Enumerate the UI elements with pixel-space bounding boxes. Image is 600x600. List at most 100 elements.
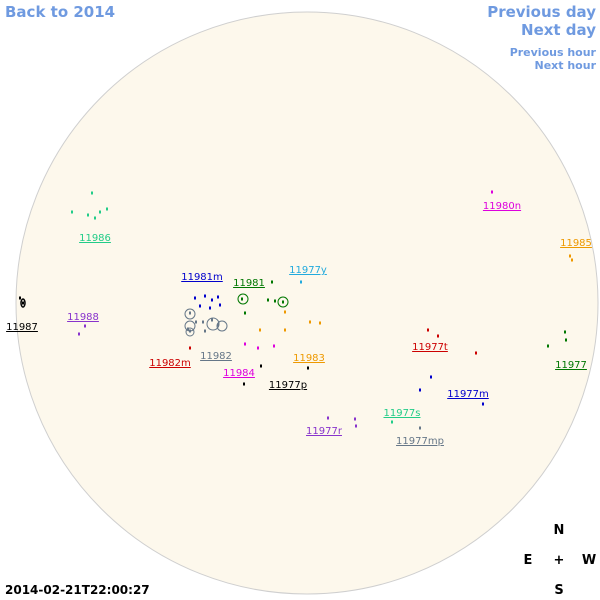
sunspots	[19, 190, 573, 430]
previous-day-link[interactable]: Previous day	[487, 3, 596, 21]
sunspot	[209, 306, 211, 310]
region-label[interactable]: 11984	[223, 368, 255, 379]
sunspot	[199, 304, 201, 308]
timestamp: 2014-02-21T22:00:27	[5, 583, 150, 597]
sunspot	[274, 299, 276, 303]
region-label[interactable]: 11983	[293, 353, 325, 364]
compass-west: W	[582, 553, 596, 568]
sunspot	[571, 258, 573, 262]
sunspot	[22, 301, 24, 305]
sunspot	[211, 318, 213, 322]
sunspot	[84, 324, 86, 328]
spot-outline	[184, 320, 196, 332]
region-label[interactable]: 11977p	[269, 380, 307, 391]
spot-outline	[277, 296, 289, 308]
sunspot	[491, 190, 493, 194]
sunspot	[284, 310, 286, 314]
sunspot	[419, 388, 421, 392]
sunspot	[189, 311, 191, 315]
sunspot	[355, 424, 357, 428]
sunspot	[430, 375, 432, 379]
sunspot	[259, 328, 261, 332]
region-labels: 11986 11981m 11981 11977y 11988 11987 11982m 11…	[6, 201, 592, 447]
region-label[interactable]: 11977m	[447, 389, 489, 400]
next-day-link[interactable]: Next day	[521, 21, 596, 39]
sunspot	[260, 364, 262, 368]
sunspot	[217, 295, 219, 299]
sunspot	[194, 296, 196, 300]
region-label[interactable]: 11986	[79, 233, 111, 244]
sunspot	[419, 426, 421, 430]
sunspot	[241, 297, 243, 301]
region-label[interactable]: 11977mp	[396, 436, 444, 447]
next-hour-link[interactable]: Next hour	[535, 59, 597, 72]
sunspot	[91, 191, 93, 195]
region-label[interactable]: 11980n	[483, 201, 521, 212]
sunspot	[99, 210, 101, 214]
sunspot	[219, 303, 221, 307]
sunspot	[243, 382, 245, 386]
sunspot	[71, 210, 73, 214]
region-label[interactable]: 11977s	[383, 408, 420, 419]
sunspot	[319, 321, 321, 325]
compass-south: S	[554, 583, 563, 598]
sunspot	[327, 416, 329, 420]
sunspot	[217, 323, 219, 327]
sunspot	[244, 311, 246, 315]
sunspot	[309, 320, 311, 324]
spot-outline	[216, 320, 228, 332]
sunspot	[189, 346, 191, 350]
sunspot	[564, 330, 566, 334]
sunspot	[391, 420, 393, 424]
sunspot	[187, 327, 189, 331]
sunspot	[475, 351, 477, 355]
sunspot	[211, 298, 213, 302]
sunspot	[565, 338, 567, 342]
region-label[interactable]: 11977r	[306, 426, 343, 437]
region-label[interactable]: 11977t	[412, 342, 448, 353]
region-label[interactable]: 11981m	[181, 272, 223, 283]
region-label[interactable]: 11988	[67, 312, 99, 323]
solar-disk	[15, 11, 599, 595]
region-label[interactable]: 11981	[233, 278, 265, 289]
sunspot	[300, 280, 302, 284]
sunspot	[78, 332, 80, 336]
sunspot	[427, 328, 429, 332]
previous-hour-link[interactable]: Previous hour	[510, 46, 597, 59]
sunspot	[195, 320, 197, 324]
sunspot	[87, 213, 89, 217]
sunspot	[19, 296, 21, 300]
sunspot	[437, 334, 439, 338]
sunspot	[106, 207, 108, 211]
region-label[interactable]: 11985	[560, 238, 592, 249]
sunspot	[482, 402, 484, 406]
sunspot	[257, 346, 259, 350]
compass-center: +	[554, 553, 565, 568]
sunspot	[94, 216, 96, 220]
sunspot	[271, 280, 273, 284]
spot-outline	[185, 327, 195, 337]
spot-outline	[206, 317, 220, 331]
sunspot	[569, 254, 571, 258]
sunspot	[244, 342, 246, 346]
region-label[interactable]: 11977y	[289, 265, 327, 276]
sunspot	[307, 366, 309, 370]
sunspot	[267, 298, 269, 302]
spot-outline	[20, 298, 26, 308]
sunspot	[547, 344, 549, 348]
sunspot	[282, 300, 284, 304]
compass-east: E	[524, 553, 533, 568]
sunspot	[204, 329, 206, 333]
back-link[interactable]: Back to 2014	[5, 3, 115, 21]
region-label[interactable]: 11982m	[149, 358, 191, 369]
sunspot	[354, 417, 356, 421]
spot-outline	[237, 293, 249, 305]
sunspot	[202, 320, 204, 324]
compass-north: N	[554, 523, 565, 538]
region-label[interactable]: 11982	[200, 351, 232, 362]
region-label[interactable]: 11987	[6, 322, 38, 333]
region-label[interactable]: 11977	[555, 360, 587, 371]
sunspot	[204, 294, 206, 298]
spot-outline	[184, 308, 196, 320]
